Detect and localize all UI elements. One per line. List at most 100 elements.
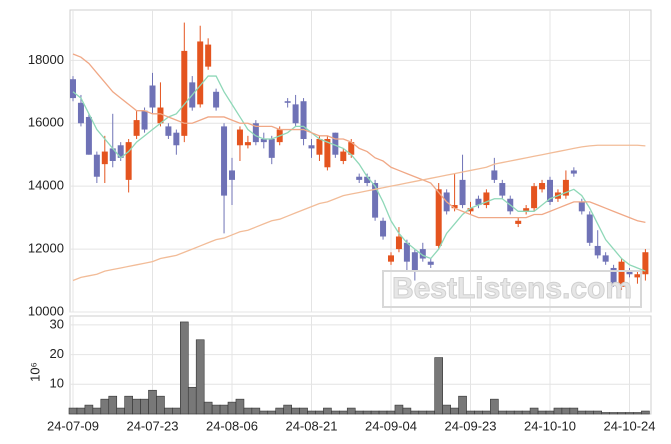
candle-body	[292, 104, 299, 124]
volume-bar	[474, 410, 483, 415]
volume-bar	[569, 407, 579, 415]
candle-body	[467, 208, 474, 212]
x-tick-label: 24-09-04	[365, 418, 417, 433]
y-tick-label: 18000	[28, 52, 64, 67]
candle-body	[427, 261, 434, 265]
candle-body	[165, 126, 172, 136]
candle-body	[229, 170, 235, 180]
candle-body	[586, 214, 593, 243]
candle-body	[570, 170, 577, 174]
volume-axis-label: 10⁶	[27, 362, 42, 382]
candle-body	[117, 145, 124, 158]
x-tick-label: 24-08-06	[206, 418, 258, 433]
candle-body	[205, 44, 212, 67]
volume-bar	[338, 410, 348, 415]
volume-bar	[426, 410, 436, 415]
candle-body	[244, 142, 251, 146]
volume-bar	[227, 401, 237, 415]
volume-bar	[172, 407, 181, 415]
y-tick-label: 14000	[28, 178, 64, 193]
volume-bar	[593, 410, 603, 415]
candle-body	[356, 176, 363, 180]
y-tick-label: 12000	[28, 241, 64, 256]
price-panel	[69, 9, 652, 313]
volume-bar	[108, 395, 118, 415]
volume-bar	[235, 398, 245, 415]
candle-body	[578, 201, 585, 212]
candle-body	[101, 151, 108, 165]
volume-bar	[370, 410, 380, 415]
x-tick-label: 24-07-09	[47, 418, 99, 433]
volume-bar	[164, 407, 173, 415]
volume-bar	[148, 389, 157, 415]
candle-body	[260, 138, 267, 143]
volume-bar	[76, 407, 86, 415]
candle-body	[284, 101, 291, 103]
candle-body	[197, 41, 204, 105]
candle-body	[268, 138, 275, 158]
watermark-box	[382, 270, 642, 308]
candle-body	[499, 183, 506, 196]
candle-body	[372, 183, 379, 218]
moving-average	[72, 53, 646, 223]
y-tick-label: 30	[50, 316, 64, 331]
volume-bar	[251, 407, 261, 415]
candle-body	[562, 179, 569, 196]
volume-bar	[219, 404, 229, 415]
candle-body	[213, 91, 220, 108]
candle-body	[523, 208, 530, 212]
candle-body	[157, 107, 164, 124]
candle-body	[70, 79, 76, 99]
candle-body	[459, 179, 466, 206]
volume-bar	[331, 410, 340, 415]
candle-body	[594, 245, 601, 256]
watermark-text: BestListens.com	[392, 272, 632, 305]
candle-body	[531, 186, 538, 209]
y-tick-label: 20	[50, 346, 64, 361]
x-tick-label: 24-08-21	[285, 418, 337, 433]
volume-bar	[307, 410, 316, 415]
volume-bar	[132, 398, 141, 415]
volume-bar	[561, 407, 571, 415]
candle-body	[308, 145, 315, 149]
candle-body	[602, 255, 609, 262]
volume-bar	[394, 404, 404, 415]
volume-bar	[402, 407, 412, 415]
candle-body	[324, 138, 331, 168]
volume-bar	[180, 321, 189, 415]
candle-body	[181, 50, 188, 136]
volume-bar	[92, 407, 102, 415]
candle-body	[411, 252, 418, 272]
candle-body	[77, 102, 84, 124]
x-tick-label: 24-09-23	[444, 418, 496, 433]
candle-body	[300, 101, 307, 139]
volume-bar	[84, 404, 94, 415]
candle-body	[618, 261, 625, 287]
candle-body	[93, 154, 100, 177]
volume-bar	[187, 386, 197, 415]
volume-bar	[490, 398, 499, 415]
volume-bar	[259, 410, 269, 415]
y-tick-label: 10000	[28, 303, 64, 318]
x-tick-label: 24-07-23	[126, 418, 178, 433]
candle-body	[451, 205, 458, 209]
volume-bar	[434, 357, 444, 415]
volume-bar	[275, 407, 285, 415]
candle-body	[515, 220, 522, 224]
volume-bar	[625, 412, 634, 415]
volume-bar	[362, 410, 372, 415]
candle-body	[634, 274, 641, 278]
volume-bar	[633, 412, 642, 415]
candle-body	[395, 236, 402, 250]
volume-bar	[537, 410, 547, 415]
volume-bar	[521, 410, 531, 415]
volume-bar	[346, 407, 356, 415]
volume-bar	[323, 407, 332, 415]
y-tick-label: 10	[50, 376, 64, 391]
candle-body	[149, 85, 156, 108]
volume-bar	[450, 407, 459, 415]
volume-bar	[124, 395, 133, 415]
candle-body	[141, 110, 148, 130]
volume-bar	[116, 407, 125, 415]
